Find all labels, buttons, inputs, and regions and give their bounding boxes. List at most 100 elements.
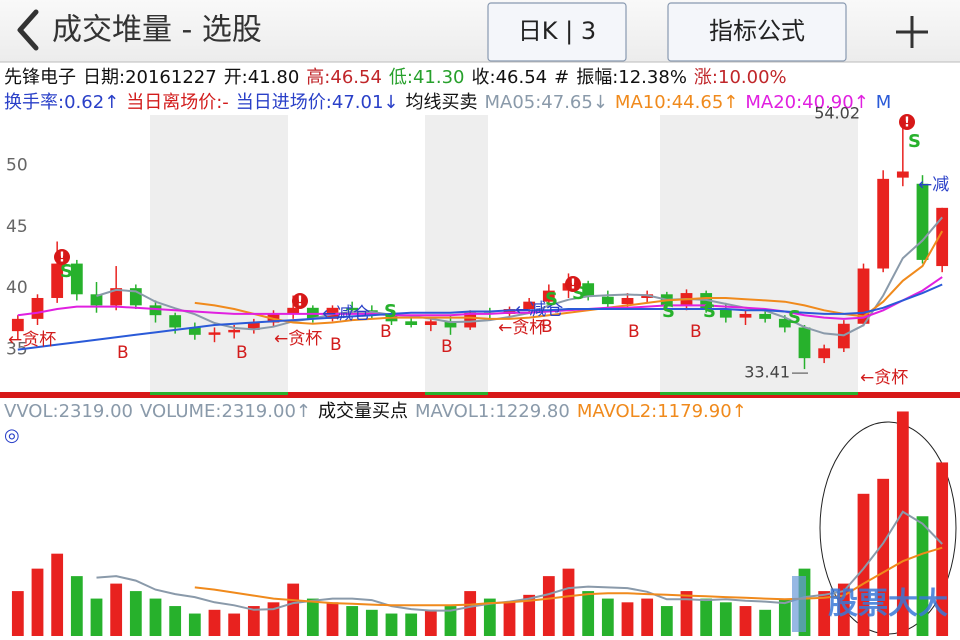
volume-bar — [680, 591, 693, 636]
formula-button-label[interactable]: 指标公式 — [709, 17, 805, 45]
candle-body — [582, 283, 595, 297]
candle-body — [188, 327, 201, 335]
period-button[interactable] — [487, 2, 627, 62]
info-item: MAVOL2:1179.90↑ — [577, 401, 747, 422]
info-item: MA10:44.65↑ — [615, 92, 738, 113]
candle-body — [149, 305, 162, 316]
info-item: VVOL:2319.00 — [4, 401, 133, 422]
volume-bar — [877, 478, 890, 636]
candle-body — [857, 268, 870, 324]
volume-bar — [660, 606, 673, 636]
candle-body — [719, 309, 732, 318]
volume-bar — [818, 591, 831, 636]
volume-bar — [110, 583, 123, 636]
strip-segment — [660, 392, 858, 395]
strip-segment — [425, 392, 488, 395]
volume-bar — [405, 613, 418, 636]
volume-bar — [326, 602, 339, 636]
y-tick-label: 35 — [6, 340, 28, 360]
signal-label: ←减仓 — [322, 304, 370, 324]
sell-mark: S — [908, 131, 921, 152]
band — [425, 115, 488, 395]
watermark-icon — [792, 576, 806, 632]
ma-line — [96, 510, 943, 612]
band — [660, 115, 700, 395]
sell-mark: S — [60, 261, 73, 282]
low-label: 33.41 — [744, 363, 790, 382]
alert-mark: ! — [570, 278, 576, 293]
alert-mark: ! — [59, 251, 65, 266]
info-line: 换手率:0.62↑ 当日离场价:- 当日进场价:47.01↓ 均线买卖 MA05:47.… — [4, 92, 891, 113]
info-item: # — [554, 67, 569, 88]
info-item: 当日进场价:47.01↓ — [236, 92, 399, 113]
band — [700, 115, 858, 395]
candle-body — [464, 312, 477, 328]
info-item: 均线买卖 — [405, 92, 477, 113]
volume-bar — [129, 591, 142, 636]
signal-label: B — [330, 335, 342, 355]
candle-body — [739, 313, 752, 318]
candle-body — [621, 297, 634, 305]
candle-body — [542, 290, 555, 302]
back-button[interactable] — [17, 9, 39, 51]
volume-bar — [228, 613, 241, 636]
volume-bar — [739, 606, 752, 636]
info-item: 换手率:0.62↑ — [4, 92, 119, 113]
volume-bar — [188, 613, 201, 636]
signal-label: B — [236, 343, 248, 363]
volume-bar — [267, 602, 280, 636]
add-button[interactable] — [896, 16, 928, 48]
volume-bar — [601, 598, 614, 636]
sell-mark: S — [545, 289, 558, 310]
candle-body — [896, 171, 909, 178]
period-button-label[interactable]: 日K | 3 — [518, 17, 596, 45]
candle-body — [70, 263, 83, 295]
volume-bar — [149, 598, 162, 636]
signal-label: B — [690, 322, 702, 342]
y-tick-label: 50 — [6, 155, 28, 175]
volume-bar — [542, 576, 555, 636]
signal-strip — [0, 392, 960, 398]
volume-bar — [483, 598, 496, 636]
signal-label: B — [628, 322, 640, 342]
formula-button[interactable] — [667, 2, 847, 62]
info-item: 日期:20161227 — [83, 67, 217, 88]
volume-bar — [700, 598, 713, 636]
ma-line — [17, 283, 943, 351]
volume-bar — [582, 591, 595, 636]
candle-body — [798, 327, 811, 359]
info-item: MA20:40.90↑ — [745, 92, 868, 113]
volume-bar — [346, 606, 359, 636]
candle-body — [208, 332, 221, 335]
candle-body — [877, 178, 890, 269]
high-label: 54.02 — [814, 103, 860, 122]
volume-bar — [90, 598, 103, 636]
volume-bar — [936, 462, 949, 636]
volume-bar — [719, 602, 732, 636]
y-tick-label: 45 — [6, 217, 28, 237]
watermark: 股票大大 — [828, 587, 948, 622]
signal-label: ←贪杯 — [8, 330, 56, 350]
candle-body — [523, 301, 536, 310]
info-line: 先锋电子 日期:20161227 开:41.80 高:46.54 低:41.30 收:46… — [4, 67, 787, 88]
alert-badge — [565, 276, 581, 292]
signal-label: ←减仓 — [515, 300, 563, 320]
volume-bar — [11, 591, 24, 636]
volume-bar — [424, 609, 437, 636]
candle-body — [503, 309, 516, 314]
candle-body — [90, 294, 103, 306]
volume-bar — [759, 609, 772, 636]
volume-bar — [562, 568, 575, 636]
candle-body — [129, 288, 142, 306]
volume-bar — [306, 598, 319, 636]
volume-bar — [208, 609, 221, 636]
candle-body — [424, 321, 437, 325]
volume-bar — [287, 583, 300, 636]
info-item: 涨:10.00% — [694, 67, 787, 88]
candle-body — [778, 318, 791, 328]
volume-bar — [169, 606, 182, 636]
page-title: 成交堆量 - 选股 — [52, 13, 262, 48]
candle-body — [110, 288, 123, 306]
candle-body — [51, 263, 64, 298]
